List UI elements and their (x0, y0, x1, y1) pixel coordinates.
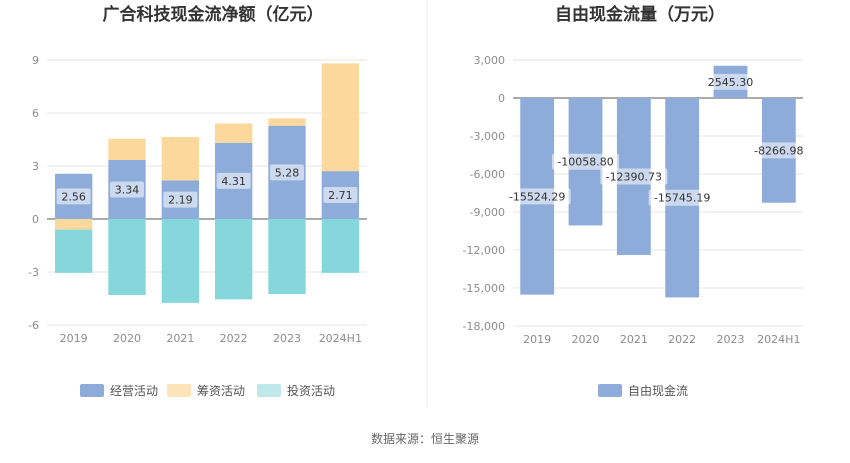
data-label-bg (56, 188, 91, 205)
legend-swatch (80, 384, 104, 397)
bar-segment (321, 63, 359, 172)
bar-segment (161, 219, 199, 303)
legend-swatch (598, 384, 622, 397)
x-tick-label: 2022 (220, 332, 248, 345)
data-label-bg (748, 142, 809, 159)
bar-segment (55, 219, 93, 230)
bar-segment (161, 137, 199, 181)
data-label: 2545.30 (708, 76, 754, 89)
source-note: 数据来源：恒生聚源 (371, 431, 479, 446)
bar-segment (215, 123, 253, 143)
x-tick-label: 2020 (113, 332, 141, 345)
legend-swatch (257, 384, 281, 397)
bar-segment (321, 219, 359, 273)
data-label: 2.71 (328, 189, 353, 202)
left-chart-title: 广合科技现金流净额（亿元） (103, 4, 324, 25)
y-tick-label: -12,000 (463, 244, 505, 257)
y-tick-label: -6 (28, 319, 39, 332)
data-label-bg (704, 73, 757, 90)
right-chart-title: 自由现金流量（万元） (555, 4, 725, 25)
data-label-bg (552, 153, 619, 170)
y-tick-label: -15,000 (463, 282, 505, 295)
data-label: -12390.73 (606, 170, 662, 183)
data-label: -10058.80 (557, 156, 613, 169)
data-label-bg (110, 181, 144, 198)
y-tick-label: -6,000 (470, 168, 505, 181)
x-tick-label: 2024H1 (319, 332, 362, 345)
bar-segment (268, 219, 306, 295)
data-label-bg (270, 164, 304, 181)
y-tick-label: 9 (32, 54, 39, 67)
bar-segment (108, 219, 146, 295)
data-label-bg (216, 172, 251, 189)
bar-segment (215, 219, 253, 300)
x-tick-label: 2020 (572, 333, 600, 346)
x-tick-label: 2019 (60, 332, 88, 345)
legend-label: 自由现金流 (628, 383, 688, 398)
data-label: -8266.98 (754, 144, 803, 157)
y-tick-label: 6 (32, 107, 39, 120)
x-tick-label: 2024H1 (757, 333, 800, 346)
data-label: -15524.29 (509, 190, 565, 203)
y-tick-label: 0 (32, 213, 39, 226)
y-tick-label: -18,000 (463, 320, 505, 333)
bar-segment (268, 118, 306, 126)
data-label-bg (163, 191, 198, 208)
legend-swatch (167, 384, 191, 397)
y-tick-label: 3,000 (474, 54, 506, 67)
left-legend: 经营活动 筹资活动 投资活动 (80, 383, 335, 398)
legend-label: 投资活动 (287, 383, 335, 398)
x-tick-label: 2023 (273, 332, 301, 345)
data-label: -15745.19 (654, 192, 710, 205)
bar-segment (108, 138, 146, 160)
data-label: 4.31 (221, 175, 246, 188)
y-tick-label: 0 (498, 92, 505, 105)
data-label-bg (600, 168, 668, 185)
y-tick-label: -9,000 (470, 206, 505, 219)
left-chart: 9 6 3 0 -3 -6 2019 2020 2021 2022 2023 2024H1 2.56 3.… (28, 54, 367, 345)
x-tick-label: 2021 (166, 332, 194, 345)
data-label-bg (648, 189, 716, 206)
data-label: 5.28 (275, 166, 300, 179)
x-tick-label: 2022 (668, 333, 696, 346)
data-label: 3.34 (115, 183, 140, 196)
legend-label: 经营活动 (110, 384, 158, 398)
data-label: 2.56 (61, 190, 86, 203)
right-chart: 3,000 0 -3,000 -6,000 -9,000 -12,000 -15,000 -1… (463, 54, 809, 346)
data-label-bg (323, 187, 358, 204)
right-legend: 自由现金流 (598, 383, 688, 398)
data-label: 2.19 (168, 194, 193, 207)
x-tick-label: 2021 (620, 333, 648, 346)
bar-segment (55, 229, 93, 273)
x-tick-label: 2019 (523, 333, 551, 346)
legend-label: 筹资活动 (197, 384, 245, 398)
y-tick-label: -3 (28, 266, 39, 279)
y-tick-label: 3 (32, 160, 39, 173)
data-label-bg (503, 188, 571, 205)
x-tick-label: 2023 (717, 333, 745, 346)
y-tick-label: -3,000 (470, 130, 505, 143)
